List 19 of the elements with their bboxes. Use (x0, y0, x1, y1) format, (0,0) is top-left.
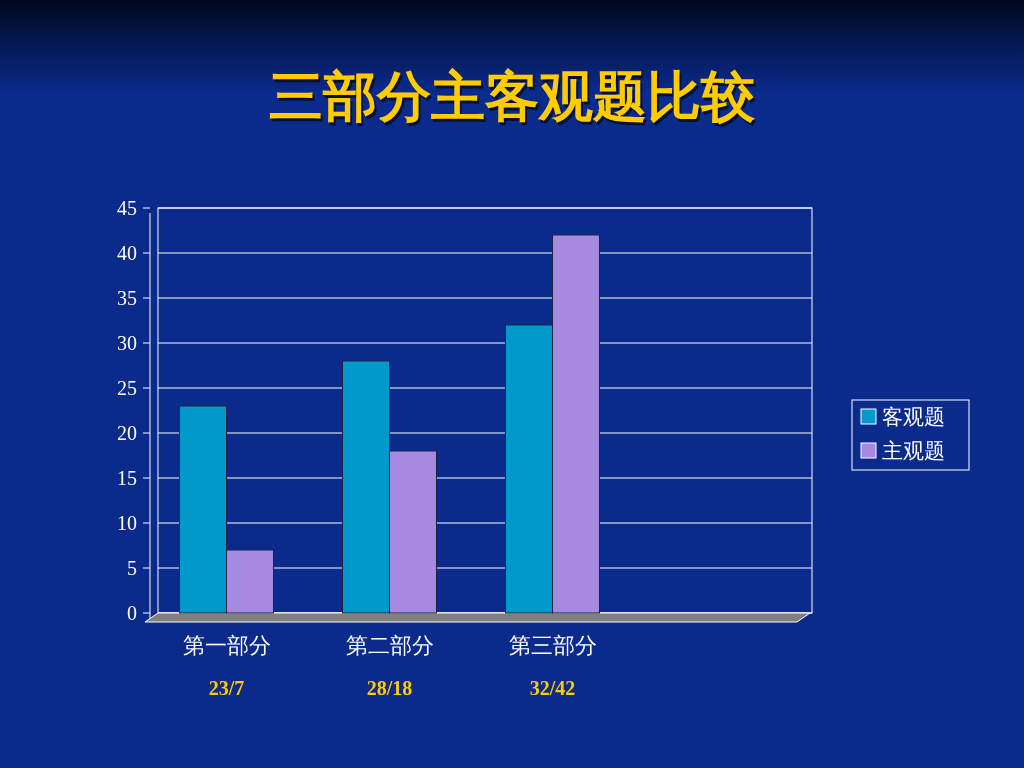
y-tick-label: 40 (117, 242, 137, 264)
y-tick-label: 0 (127, 602, 137, 624)
y-tick-label: 20 (117, 422, 137, 444)
y-tick-label: 30 (117, 332, 137, 354)
legend-label: 主观题 (882, 439, 945, 463)
y-tick-label: 10 (117, 512, 137, 534)
x-tick-label: 第二部分 (345, 633, 434, 658)
text: 23/7 (208, 677, 245, 699)
x-tick-label: 第一部分 (182, 633, 271, 658)
x-tick-label: 第三部分 (508, 633, 597, 658)
y-tick-label: 45 (117, 197, 137, 219)
y-tick-label: 15 (117, 467, 137, 489)
chart-title: 三部分主客观题比较 (271, 68, 758, 131)
y-tick-label: 25 (117, 377, 137, 399)
y-tick-label: 5 (127, 557, 137, 579)
text: 28/18 (366, 677, 413, 699)
y-tick-label: 35 (117, 287, 137, 309)
legend-label: 客观题 (882, 405, 945, 429)
text: 32/42 (529, 677, 576, 699)
